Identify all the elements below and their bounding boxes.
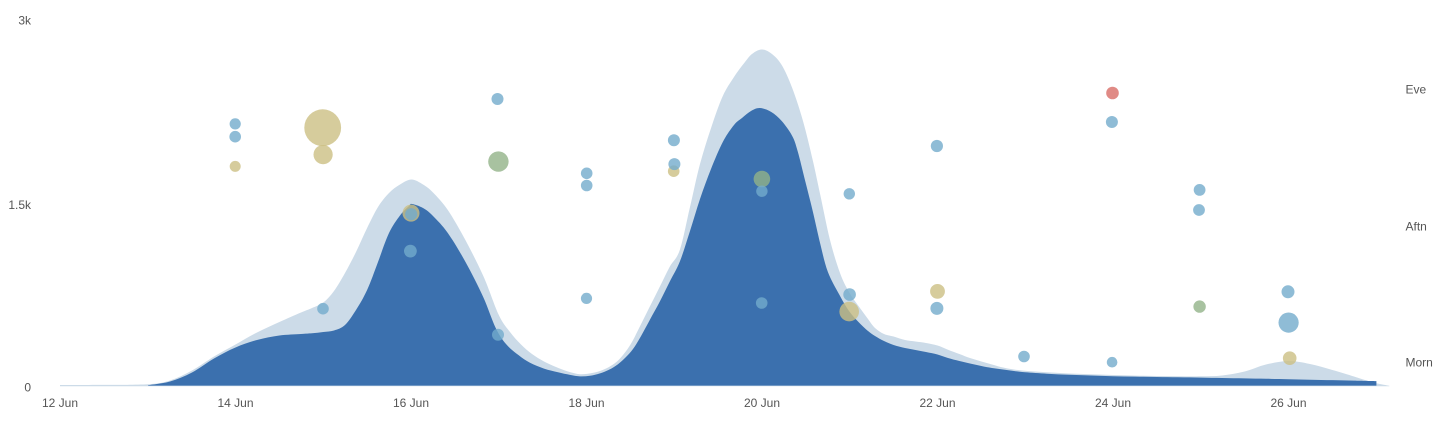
svg-text:Eve: Eve: [1406, 83, 1427, 97]
svg-text:26 Jun: 26 Jun: [1270, 396, 1306, 410]
svg-text:22 Jun: 22 Jun: [919, 396, 955, 410]
svg-text:18 Jun: 18 Jun: [568, 396, 604, 410]
svg-text:20 Jun: 20 Jun: [744, 396, 780, 410]
svg-text:1.5k: 1.5k: [8, 198, 32, 212]
svg-text:0: 0: [24, 381, 31, 395]
svg-text:14 Jun: 14 Jun: [217, 396, 253, 410]
svg-text:3k: 3k: [18, 14, 32, 28]
svg-text:24 Jun: 24 Jun: [1095, 396, 1131, 410]
svg-text:Morn: Morn: [1406, 356, 1433, 370]
svg-text:Aftn: Aftn: [1406, 219, 1427, 233]
svg-text:16 Jun: 16 Jun: [393, 396, 429, 410]
svg-text:12 Jun: 12 Jun: [42, 396, 78, 410]
